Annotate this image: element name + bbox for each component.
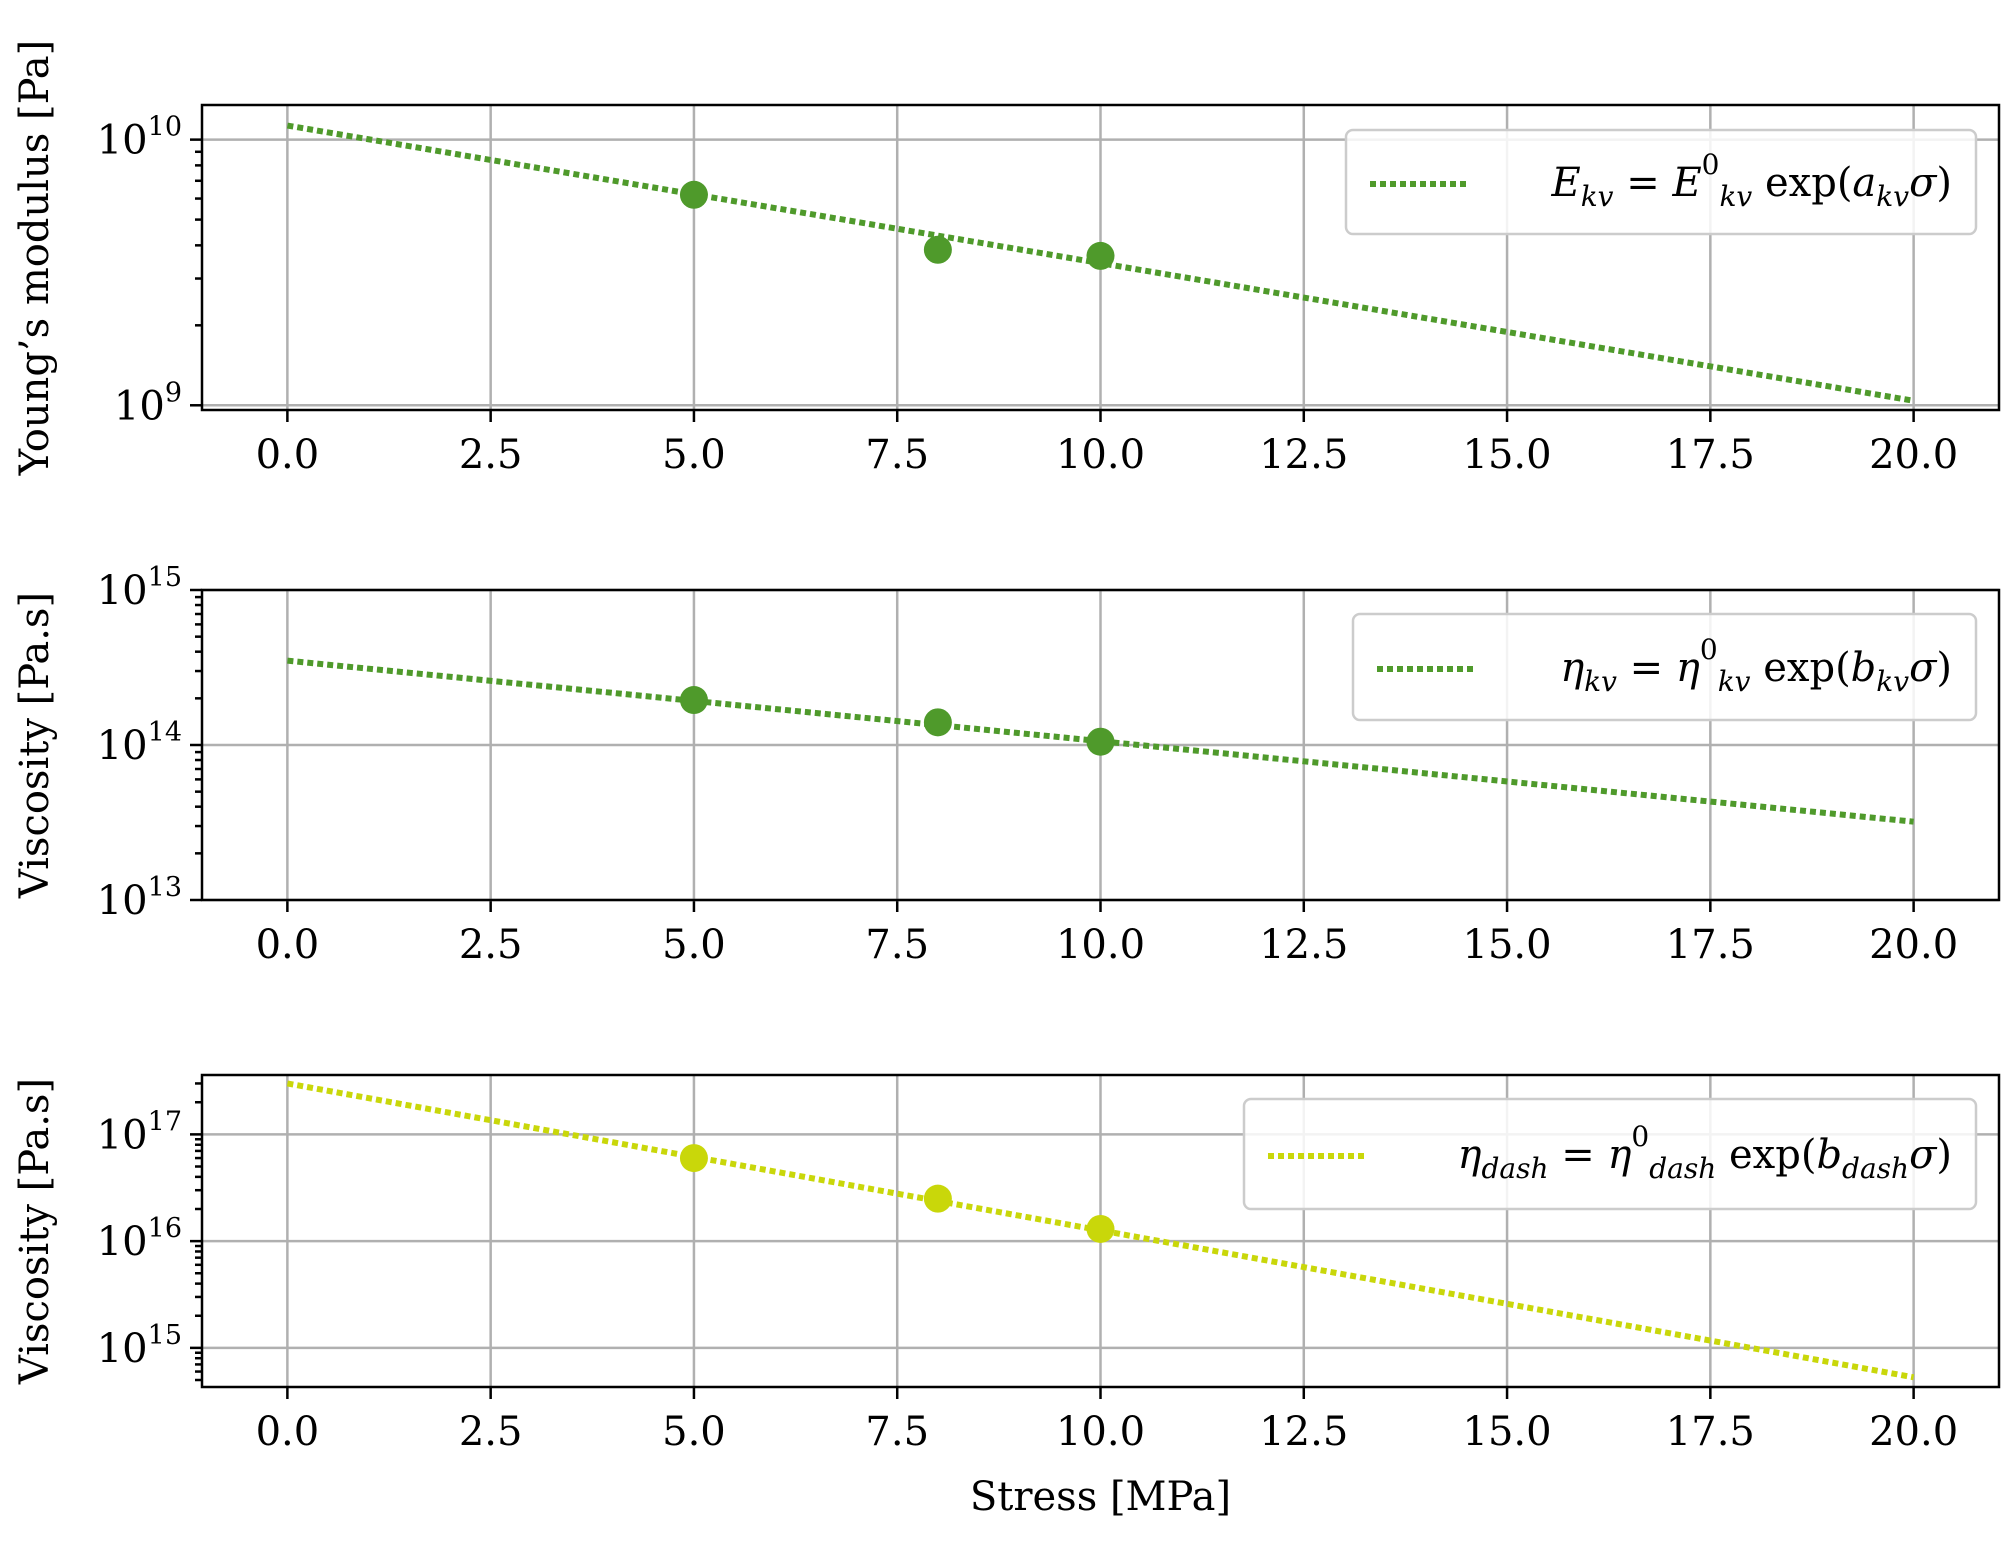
x-tick-label: 12.5 <box>1259 1409 1348 1455</box>
x-tick-label: 7.5 <box>865 432 929 478</box>
x-tick-label: 2.5 <box>459 432 523 478</box>
y-tick-label: 1015 <box>97 562 182 614</box>
x-tick-label: 7.5 <box>865 922 929 968</box>
data-point <box>923 708 952 737</box>
panel-viscosity-dash: 0.0 2.5 5.0 7.5 10.0 12.5 15.0 17.5 20.0 1015 1016… <box>12 1073 2001 1520</box>
x-tick-label: 12.5 <box>1259 922 1348 968</box>
x-tick-label: 0.0 <box>256 922 320 968</box>
x-tick-label: 10.0 <box>1056 1409 1145 1455</box>
x-tick-label: 2.5 <box>459 1409 523 1455</box>
x-tick-label: 10.0 <box>1056 922 1145 968</box>
y-axis-label: Viscosity [Pa.s] <box>12 1078 58 1385</box>
x-tick-label: 17.5 <box>1666 1409 1755 1455</box>
legend-label: ηdash = η0dash exp(bdashσ) <box>1458 1120 1953 1185</box>
x-tick-label: 20.0 <box>1869 1409 1958 1455</box>
x-tick-label: 17.5 <box>1666 432 1755 478</box>
data-point <box>1086 241 1115 270</box>
x-tick-label: 12.5 <box>1259 432 1348 478</box>
data-point <box>679 180 708 209</box>
y-tick-label: 1013 <box>97 872 182 924</box>
y-tick-label: 1014 <box>97 717 182 769</box>
x-tick-label: 15.0 <box>1463 922 1552 968</box>
panel-youngs: 0.0 2.5 5.0 7.5 10.0 12.5 15.0 17.5 20.0 109 1010 Y… <box>12 40 2001 478</box>
legend-label: ηkv = η0kv exp(bkvσ) <box>1560 633 1952 698</box>
y-tick-label: 1010 <box>97 112 182 164</box>
data-point <box>1086 727 1115 756</box>
y-axis-label: Young’s modulus [Pa] <box>12 40 58 476</box>
data-point <box>923 235 952 264</box>
x-tick-label: 5.0 <box>662 922 726 968</box>
legend: Ekv = E0kv exp(akvσ) <box>1344 128 1978 236</box>
x-tick-label: 20.0 <box>1869 432 1958 478</box>
x-tick-label: 20.0 <box>1869 922 1958 968</box>
x-tick-label: 5.0 <box>662 1409 726 1455</box>
data-point <box>923 1184 952 1213</box>
legend-frame <box>1344 128 1978 236</box>
x-tick-label: 7.5 <box>865 1409 929 1455</box>
x-tick-label: 15.0 <box>1463 1409 1552 1455</box>
data-point <box>679 686 708 715</box>
x-axis-label: Stress [MPa] <box>970 1474 1231 1520</box>
y-tick-label: 1015 <box>97 1320 182 1372</box>
data-point <box>1086 1214 1115 1243</box>
x-tick-label: 10.0 <box>1056 432 1145 478</box>
legend: ηkv = η0kv exp(bkvσ) <box>1351 612 1978 722</box>
data-point <box>679 1144 708 1173</box>
y-tick-label: 1016 <box>97 1213 182 1265</box>
fit-line <box>287 657 1914 825</box>
legend-label: Ekv = E0kv exp(akvσ) <box>1550 148 1952 213</box>
y-axis-label: Viscosity [Pa.s] <box>12 592 58 899</box>
x-tick-label: 15.0 <box>1463 432 1552 478</box>
x-tick-label: 17.5 <box>1666 922 1755 968</box>
legend-frame <box>1351 612 1978 722</box>
x-tick-label: 0.0 <box>256 432 320 478</box>
y-tick-label: 109 <box>114 377 182 429</box>
axes-frame <box>200 103 2001 412</box>
legend-frame <box>1242 1097 1978 1211</box>
fit-line <box>286 1080 1915 1381</box>
y-tick-label: 1017 <box>97 1106 182 1158</box>
x-tick-label: 5.0 <box>662 432 726 478</box>
legend: ηdash = η0dash exp(bdashσ) <box>1242 1097 1978 1211</box>
axes-frame <box>200 588 2001 902</box>
panel-viscosity-kv: 0.0 2.5 5.0 7.5 10.0 12.5 15.0 17.5 20.0 1013 1014… <box>12 562 2001 968</box>
x-tick-label: 0.0 <box>256 1409 320 1455</box>
axes-frame <box>200 1073 2001 1389</box>
x-tick-label: 2.5 <box>459 922 523 968</box>
